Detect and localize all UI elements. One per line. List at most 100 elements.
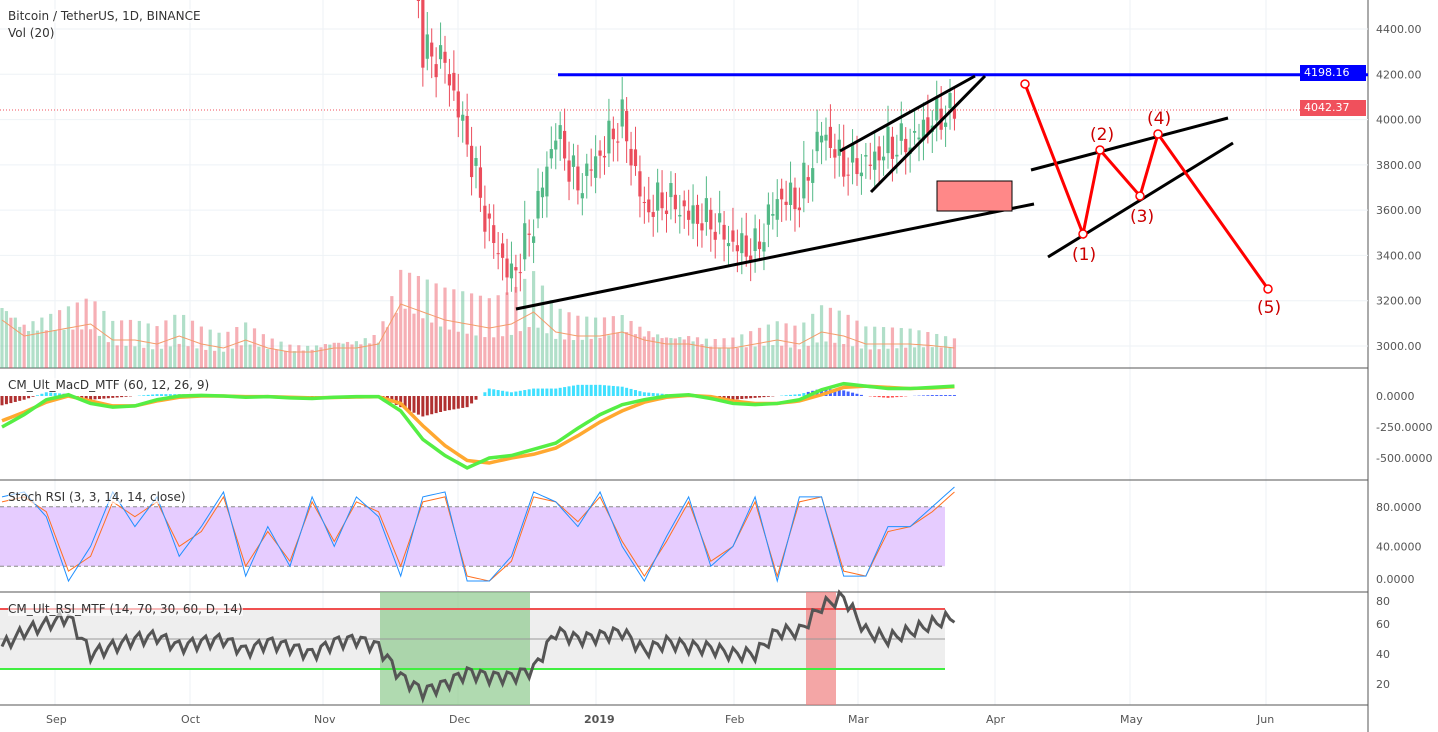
candle-body — [695, 204, 700, 224]
volume-bar — [540, 285, 545, 368]
candle-body — [926, 117, 930, 134]
macd-histogram-bar — [629, 388, 633, 396]
candle-body — [447, 74, 452, 86]
volume-bar — [797, 349, 801, 368]
price-tick-label: 4400.00 — [1376, 23, 1422, 36]
macd-histogram-bar — [886, 396, 890, 398]
candle-body — [784, 201, 788, 205]
volume-bar — [492, 337, 496, 368]
trend-line — [515, 202, 1035, 311]
volume-bar — [13, 317, 17, 368]
candle-body — [660, 192, 664, 209]
candle-body — [687, 210, 691, 220]
volume-bar — [40, 317, 44, 368]
candle-body — [793, 187, 797, 210]
macd-histogram-bar — [452, 396, 456, 410]
macd-histogram-bar — [589, 384, 593, 396]
candle-body — [594, 156, 598, 178]
volume-ma-line — [1, 303, 955, 353]
volume-bar — [766, 324, 770, 368]
volume-bar — [120, 320, 124, 368]
volume-bar — [806, 345, 810, 368]
volume-bar — [164, 320, 168, 368]
macd-histogram-bar — [749, 396, 753, 399]
volume-bar — [908, 328, 912, 368]
volume-bar — [190, 320, 195, 368]
macd-histogram-bar — [492, 389, 496, 396]
candle-body — [948, 92, 952, 109]
volume-bar — [571, 340, 576, 368]
volume-bar — [89, 329, 93, 368]
candle-body — [629, 148, 633, 166]
macd-histogram-bar — [416, 396, 420, 415]
candle-body — [744, 235, 748, 257]
candle-body — [833, 149, 837, 158]
macd-histogram-bar — [84, 396, 88, 399]
candle-body — [762, 242, 766, 252]
candle-body — [456, 91, 460, 118]
trend-line — [869, 74, 987, 194]
volume-bar — [332, 342, 336, 368]
volume-bar — [186, 346, 190, 368]
candle-body — [518, 272, 522, 274]
macd-histogram-bar — [93, 396, 97, 400]
volume-bar — [443, 287, 447, 368]
macd-histogram-bar — [851, 392, 855, 396]
volume-bar — [416, 275, 421, 368]
price-tick-label: 3400.00 — [1376, 249, 1422, 262]
macd-histogram-bar — [789, 394, 793, 396]
candle-body — [469, 145, 474, 178]
volume-bar — [620, 315, 624, 368]
macd-histogram-bar — [111, 396, 115, 398]
macd-histogram-bar — [97, 396, 101, 399]
candle-body — [554, 140, 558, 150]
macd-histogram-bar — [53, 393, 57, 396]
time-axis[interactable]: Sep Oct Nov Dec 2019 Feb Mar Apr May Jun — [0, 706, 1368, 732]
volume-bar — [461, 291, 465, 368]
macd-histogram-bar — [4, 396, 8, 405]
macd-histogram-bar — [523, 390, 527, 396]
volume-bar — [926, 332, 930, 368]
candle-body — [771, 213, 775, 216]
volume-bar — [819, 305, 824, 368]
last-price-tag: 4042.37 — [1300, 100, 1366, 116]
macd-histogram-bar — [106, 396, 110, 399]
volume-bar — [288, 344, 292, 368]
volume-bar — [297, 345, 301, 368]
volume-bar — [864, 326, 868, 368]
candle-body — [523, 223, 527, 260]
candle-body — [780, 188, 784, 200]
time-label-mar: Mar — [848, 713, 869, 726]
wave-label-5: (5) — [1257, 298, 1281, 318]
volume-bar — [886, 348, 890, 368]
volume-bar — [695, 337, 700, 368]
candles — [416, 0, 957, 295]
candle-body — [775, 199, 779, 220]
volume-bar — [930, 347, 934, 368]
volume-bar — [859, 348, 864, 368]
macd-histogram-bar — [115, 396, 119, 398]
wave-point — [1095, 145, 1105, 155]
macd-histogram-bar — [625, 387, 629, 396]
candle-body — [571, 155, 576, 167]
candle-body — [864, 155, 868, 157]
volume-bar — [771, 345, 775, 368]
macd-histogram-bar — [27, 396, 31, 399]
macd-histogram-bar — [501, 390, 505, 396]
volume-bar — [602, 317, 607, 368]
volume-bar — [341, 343, 345, 368]
stoch-title: Stoch RSI (3, 3, 14, 14, close) — [8, 490, 186, 504]
macd-histogram-bar — [926, 395, 930, 396]
candle-body — [722, 224, 726, 240]
time-label-feb: Feb — [725, 713, 745, 726]
candle-body — [886, 126, 890, 154]
wave-point — [1020, 79, 1030, 89]
volume-bar — [554, 338, 558, 368]
macd-histogram-bar — [563, 387, 567, 396]
volume-bar — [195, 348, 199, 368]
candle-body — [651, 212, 655, 217]
candle-body — [881, 156, 886, 161]
volume-bar — [811, 313, 815, 368]
candle-body — [718, 213, 722, 223]
